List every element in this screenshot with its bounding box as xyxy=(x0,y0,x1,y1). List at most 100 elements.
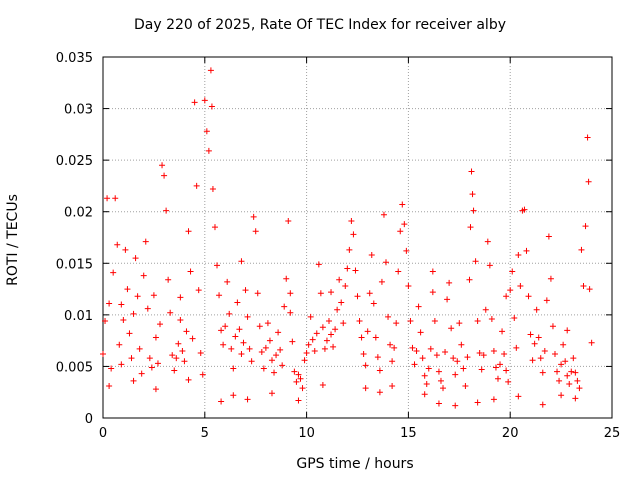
data-point xyxy=(287,290,294,297)
data-point xyxy=(521,206,528,213)
data-point xyxy=(177,294,184,301)
data-point xyxy=(399,201,406,208)
data-point xyxy=(132,255,139,262)
data-point xyxy=(409,344,416,351)
data-point xyxy=(344,265,351,272)
data-point xyxy=(138,370,145,377)
data-point xyxy=(222,323,229,330)
data-point xyxy=(268,357,275,364)
data-point xyxy=(578,246,585,253)
data-point xyxy=(279,362,286,369)
data-point xyxy=(358,334,365,341)
data-point xyxy=(173,355,180,362)
data-point xyxy=(572,395,579,402)
y-tick-label: 0.025 xyxy=(56,154,93,169)
data-point xyxy=(102,318,109,325)
data-point xyxy=(490,396,497,403)
data-point xyxy=(568,368,575,375)
grid xyxy=(103,57,612,418)
chart-title: Day 220 of 2025, Rate Of TEC Index for r… xyxy=(133,17,506,33)
data-point xyxy=(401,221,408,228)
data-point xyxy=(354,293,361,300)
data-point xyxy=(104,195,111,202)
data-point xyxy=(248,358,255,365)
data-point xyxy=(448,325,455,332)
data-point xyxy=(317,290,324,297)
data-point xyxy=(444,296,451,303)
y-tick-label: 0.02 xyxy=(64,206,93,221)
data-point xyxy=(260,365,267,372)
data-point xyxy=(179,347,186,354)
y-tick-label: 0.035 xyxy=(56,51,93,66)
series-roti xyxy=(100,67,595,409)
data-point xyxy=(360,351,367,358)
data-point xyxy=(195,287,202,294)
data-point xyxy=(220,341,227,348)
data-point xyxy=(558,392,565,399)
data-point xyxy=(469,191,476,198)
data-point xyxy=(244,313,251,320)
data-point xyxy=(301,357,308,364)
data-point xyxy=(150,292,157,299)
data-point xyxy=(332,326,339,333)
data-point xyxy=(163,207,170,214)
y-tick-label: 0 xyxy=(85,412,93,427)
data-point xyxy=(531,340,538,347)
data-point xyxy=(297,375,304,382)
data-point xyxy=(187,268,194,275)
data-point xyxy=(527,331,534,338)
data-point xyxy=(128,355,135,362)
data-point xyxy=(417,329,424,336)
data-point xyxy=(106,383,113,390)
y-tick-label: 0.03 xyxy=(64,103,93,118)
data-point xyxy=(275,329,282,336)
data-point xyxy=(152,386,159,393)
data-point xyxy=(144,305,151,312)
data-point xyxy=(307,313,314,320)
y-tick-label: 0.015 xyxy=(56,257,93,272)
data-point xyxy=(429,268,436,275)
data-point xyxy=(562,358,569,365)
data-point xyxy=(242,287,249,294)
data-point xyxy=(356,318,363,325)
data-point xyxy=(254,290,261,297)
data-point xyxy=(218,398,225,405)
data-point xyxy=(427,345,434,352)
data-point xyxy=(509,268,516,275)
data-point xyxy=(584,134,591,141)
data-point xyxy=(389,358,396,365)
data-point xyxy=(425,365,432,372)
data-point xyxy=(167,309,174,316)
data-point xyxy=(315,261,322,268)
data-point xyxy=(464,354,471,361)
data-point xyxy=(283,275,290,282)
data-point xyxy=(478,366,485,373)
data-point xyxy=(211,224,218,231)
data-point xyxy=(189,335,196,342)
data-point xyxy=(281,303,288,310)
data-point xyxy=(364,328,371,335)
data-point xyxy=(376,367,383,374)
x-tick-label: 25 xyxy=(604,426,621,441)
data-point xyxy=(291,368,298,375)
data-point xyxy=(474,399,481,406)
data-point xyxy=(572,369,579,376)
data-point xyxy=(564,372,571,379)
data-point xyxy=(588,339,595,346)
data-point xyxy=(503,293,510,300)
data-point xyxy=(285,217,292,224)
data-point xyxy=(271,369,278,376)
data-point xyxy=(273,352,280,359)
data-point xyxy=(403,247,410,254)
y-tick-label: 0.01 xyxy=(64,309,93,324)
data-point xyxy=(266,337,273,344)
data-point xyxy=(108,365,115,372)
data-point xyxy=(185,376,192,383)
data-point xyxy=(387,341,394,348)
data-point xyxy=(458,341,465,348)
data-point xyxy=(238,351,245,358)
data-point xyxy=(262,344,269,351)
data-point xyxy=(346,246,353,253)
data-point xyxy=(513,344,520,351)
